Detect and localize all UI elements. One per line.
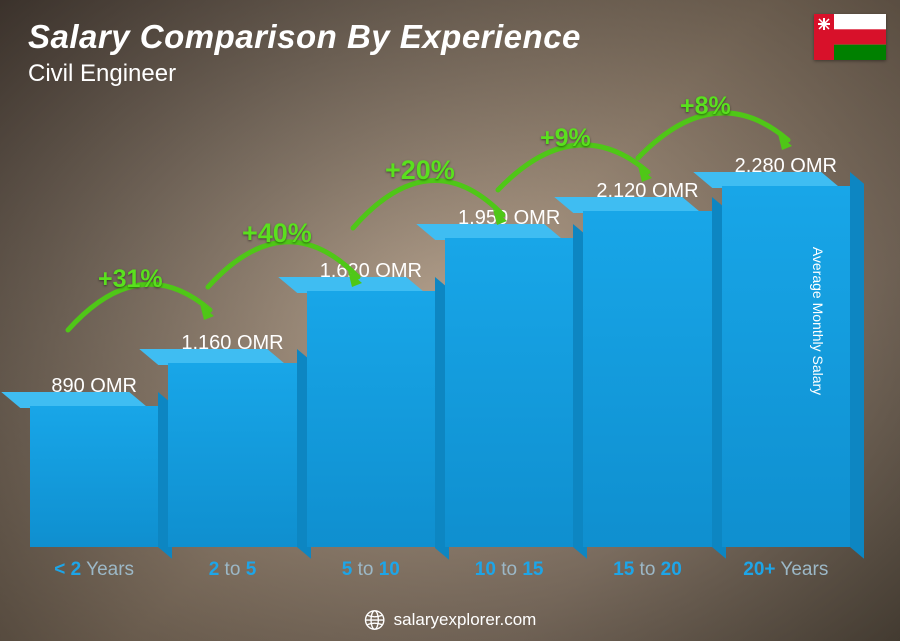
chart-title: Salary Comparison By Experience [28, 18, 581, 56]
bar-slot: 1,950 OMR10 to 15 [445, 207, 573, 581]
bar-category-label: 20+ Years [743, 559, 828, 581]
bar-category-label: 2 to 5 [209, 559, 257, 581]
footer-text: salaryexplorer.com [394, 610, 537, 630]
bar [445, 238, 573, 547]
footer-attribution: salaryexplorer.com [364, 609, 537, 631]
bar-category-label: 15 to 20 [613, 559, 682, 581]
bar-slot: 2,120 OMR15 to 20 [583, 180, 711, 581]
flag-oman [814, 14, 886, 60]
y-axis-label: Average Monthly Salary [810, 246, 826, 394]
bar-slot: 890 OMR< 2 Years [30, 375, 158, 581]
bar [722, 186, 850, 547]
bar-category-label: 5 to 10 [342, 559, 400, 581]
growth-percent-label: +8% [680, 92, 731, 121]
title-block: Salary Comparison By Experience Civil En… [28, 18, 581, 88]
globe-icon [364, 609, 386, 631]
bar [307, 291, 435, 548]
bar [168, 363, 296, 547]
bar [583, 211, 711, 547]
growth-percent-label: +20% [385, 155, 455, 186]
bar-slot: 1,160 OMR2 to 5 [168, 332, 296, 581]
bar-slot: 2,280 OMR20+ Years [722, 155, 850, 581]
bar [30, 406, 158, 547]
growth-percent-label: +40% [242, 218, 312, 249]
bar-category-label: < 2 Years [54, 559, 134, 581]
bar-slot: 1,620 OMR5 to 10 [307, 260, 435, 582]
growth-percent-label: +9% [540, 124, 591, 153]
bar-category-label: 10 to 15 [475, 559, 544, 581]
bar-chart: 890 OMR< 2 Years1,160 OMR2 to 51,620 OMR… [30, 121, 850, 581]
growth-percent-label: +31% [98, 265, 163, 294]
chart-subtitle: Civil Engineer [28, 60, 581, 88]
